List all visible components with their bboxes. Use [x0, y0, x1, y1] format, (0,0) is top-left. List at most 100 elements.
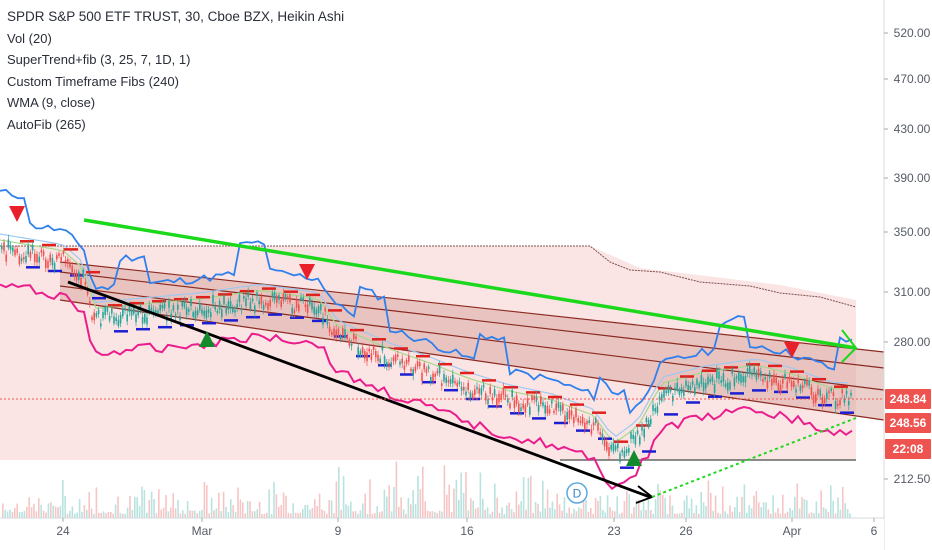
candle [801, 384, 804, 389]
volume-bar [95, 487, 98, 518]
sell-signal-icon [299, 264, 315, 280]
candle [749, 365, 751, 375]
volume-bar [671, 505, 674, 518]
indicator-autofib[interactable]: AutoFib (265) [7, 116, 86, 132]
indicator-vol[interactable]: Vol (20) [7, 30, 52, 46]
candle [212, 295, 214, 304]
y-tick-label: 350.00 [894, 225, 931, 239]
candle [344, 329, 346, 338]
candle [280, 300, 282, 307]
candle [152, 310, 155, 314]
volume-bar [803, 499, 806, 518]
volume-bar [592, 513, 594, 518]
volume-bar [395, 461, 398, 518]
volume-bar [107, 512, 110, 518]
candle [60, 256, 62, 261]
volume-bar [470, 498, 472, 518]
volume-bar [218, 492, 220, 518]
volume-bar [410, 504, 412, 518]
candle [603, 439, 606, 447]
volume-bar [669, 495, 671, 518]
candle [839, 400, 841, 405]
supertrend-lower-line [0, 282, 853, 491]
candle [509, 403, 511, 409]
x-tick-label: 26 [679, 524, 693, 538]
candle [498, 393, 500, 403]
candle [141, 316, 144, 324]
volume-bar [165, 495, 167, 518]
candle [487, 399, 489, 405]
candle [40, 250, 43, 253]
volume-bar [414, 503, 417, 518]
volume-bar [383, 489, 386, 518]
volume-bar [446, 494, 448, 518]
volume-bar [794, 496, 796, 518]
volume-bar [278, 506, 280, 518]
candles[interactable] [1, 234, 852, 465]
candle [254, 305, 256, 313]
candle [100, 323, 102, 327]
x-tick-label: 23 [607, 524, 621, 538]
volume-bar [508, 502, 510, 518]
candle [438, 365, 441, 374]
candle [408, 355, 410, 362]
candle [392, 357, 395, 361]
candle [658, 396, 661, 401]
volume-bar [366, 513, 369, 518]
volume-bar [501, 507, 503, 518]
candle [335, 330, 337, 338]
candle [36, 253, 38, 263]
candle [507, 398, 509, 403]
volume-bar [74, 513, 76, 518]
volume-bar [429, 511, 431, 518]
candle [522, 403, 524, 409]
volume-bar [496, 497, 498, 518]
candle [628, 448, 630, 453]
candle [718, 371, 720, 380]
candle [680, 387, 683, 394]
candle [797, 377, 799, 384]
candle [702, 382, 705, 391]
volume-bar [777, 508, 779, 518]
secondary-price-tag [885, 413, 931, 433]
candle [694, 387, 696, 395]
candle [696, 379, 698, 385]
candle [331, 331, 333, 335]
indicator-wma[interactable]: WMA (9, close) [7, 95, 96, 110]
volume-bar [174, 508, 177, 518]
candle [227, 301, 230, 310]
candle [357, 347, 359, 356]
chart-title[interactable]: SPDR S&P 500 ETF TRUST, 30, Cboe BZX, He… [7, 9, 345, 24]
trend-lines[interactable] [0, 218, 884, 504]
candle [722, 373, 725, 382]
indicator-custom-fibs[interactable]: Custom Timeframe Fibs (240) [7, 73, 179, 89]
candle [188, 309, 190, 312]
volume-bar [201, 509, 203, 518]
candle [452, 374, 454, 384]
candle [146, 317, 148, 325]
volume-bar [328, 499, 330, 518]
volume-bar [472, 500, 474, 518]
volume-bar [438, 510, 441, 518]
candle [584, 422, 586, 430]
candle [735, 376, 738, 379]
candle [201, 309, 203, 314]
volume-bar [196, 513, 198, 518]
volume-bar [335, 481, 338, 518]
candle [245, 298, 247, 307]
candle [713, 384, 716, 393]
volume-bar [534, 502, 537, 518]
candle [49, 254, 51, 262]
candle [306, 304, 309, 313]
candle [784, 373, 786, 378]
volume-bar [364, 493, 366, 518]
volume-bar [93, 513, 95, 518]
candle [20, 258, 23, 262]
fib-channel-line [59, 299, 885, 421]
volume-bar [309, 509, 311, 518]
volume-bar [66, 513, 69, 518]
indicator-supertrend[interactable]: SuperTrend+fib (3, 25, 7, 1D, 1) [7, 52, 191, 67]
volume-bar [16, 503, 18, 518]
candle [91, 316, 93, 320]
